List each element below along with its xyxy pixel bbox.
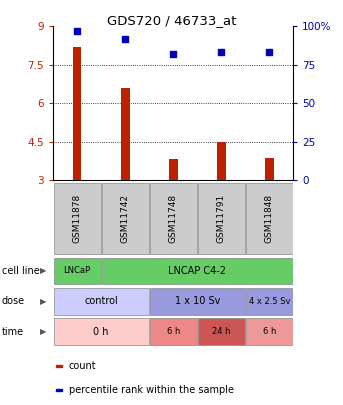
Text: percentile rank within the sample: percentile rank within the sample xyxy=(69,385,234,395)
FancyBboxPatch shape xyxy=(246,288,293,315)
FancyBboxPatch shape xyxy=(102,183,149,254)
FancyBboxPatch shape xyxy=(150,288,245,315)
Point xyxy=(122,35,128,42)
Text: ▶: ▶ xyxy=(40,297,46,306)
Text: 0 h: 0 h xyxy=(93,327,109,337)
FancyBboxPatch shape xyxy=(246,183,293,254)
Text: GDS720 / 46733_at: GDS720 / 46733_at xyxy=(107,14,236,27)
Point xyxy=(74,28,80,34)
Bar xyxy=(56,365,62,367)
FancyBboxPatch shape xyxy=(198,318,245,345)
FancyBboxPatch shape xyxy=(150,183,197,254)
Bar xyxy=(121,88,130,180)
FancyBboxPatch shape xyxy=(102,258,293,284)
FancyBboxPatch shape xyxy=(54,258,101,284)
Text: GSM11791: GSM11791 xyxy=(217,194,226,243)
Text: dose: dose xyxy=(2,296,25,306)
Text: control: control xyxy=(84,296,118,306)
Point xyxy=(267,49,272,56)
Point xyxy=(218,49,224,56)
FancyBboxPatch shape xyxy=(246,318,293,345)
Text: LNCAP C4-2: LNCAP C4-2 xyxy=(168,266,226,276)
Text: GSM11878: GSM11878 xyxy=(73,194,82,243)
Text: count: count xyxy=(69,361,96,371)
FancyBboxPatch shape xyxy=(150,318,197,345)
Text: LNCaP: LNCaP xyxy=(63,266,91,275)
FancyBboxPatch shape xyxy=(198,183,245,254)
Text: 6 h: 6 h xyxy=(263,327,276,336)
Bar xyxy=(169,159,178,180)
Bar xyxy=(265,158,274,180)
FancyBboxPatch shape xyxy=(54,183,101,254)
Text: GSM11748: GSM11748 xyxy=(169,194,178,243)
Text: ▶: ▶ xyxy=(40,327,46,336)
Bar xyxy=(73,47,82,180)
Bar xyxy=(217,142,226,180)
Text: 6 h: 6 h xyxy=(167,327,180,336)
Text: 24 h: 24 h xyxy=(212,327,230,336)
FancyBboxPatch shape xyxy=(54,288,149,315)
Text: 1 x 10 Sv: 1 x 10 Sv xyxy=(175,296,220,306)
Text: 4 x 2.5 Sv: 4 x 2.5 Sv xyxy=(249,297,290,306)
Text: ▶: ▶ xyxy=(40,266,46,275)
Text: cell line: cell line xyxy=(2,266,39,276)
Bar xyxy=(56,389,62,391)
Text: GSM11742: GSM11742 xyxy=(121,194,130,243)
Point xyxy=(170,51,176,57)
Text: GSM11848: GSM11848 xyxy=(265,194,274,243)
Text: time: time xyxy=(2,327,24,337)
FancyBboxPatch shape xyxy=(54,318,149,345)
